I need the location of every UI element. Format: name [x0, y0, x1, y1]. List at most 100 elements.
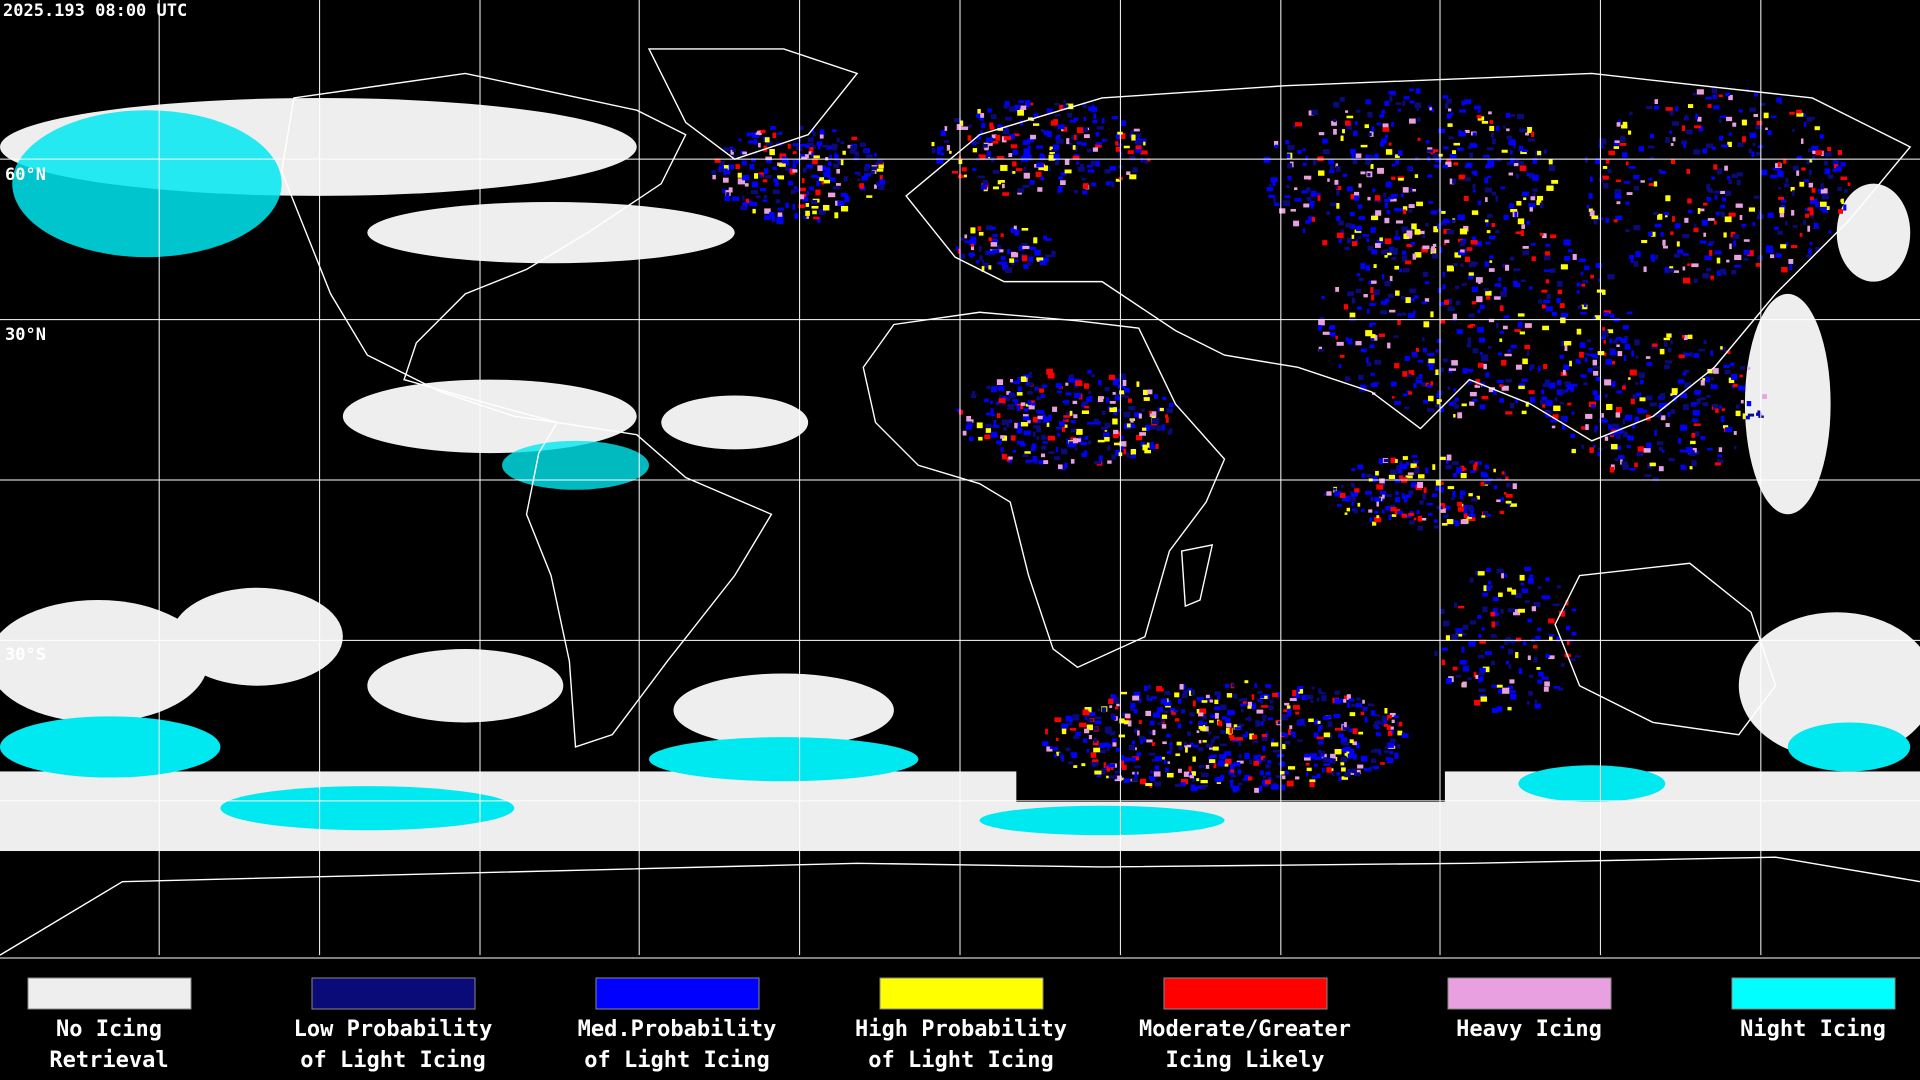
icing-pixel — [1329, 332, 1336, 337]
icing-pixel — [1126, 452, 1130, 458]
icing-pixel — [1055, 383, 1062, 389]
icing-pixel — [1492, 597, 1499, 602]
icing-pixel — [769, 211, 775, 217]
icing-pixel — [1278, 762, 1286, 766]
icing-pixel — [1775, 253, 1782, 258]
icing-pixel — [1289, 698, 1297, 702]
icing-pixel — [1163, 710, 1169, 714]
icing-pixel — [1020, 421, 1029, 427]
icing-pixel — [1321, 768, 1325, 773]
icing-pixel — [978, 154, 986, 160]
icing-pixel — [1356, 697, 1361, 701]
icing-pixel — [784, 166, 789, 171]
icing-pixel — [1018, 100, 1024, 104]
icing-pixel — [1062, 418, 1069, 423]
icing-pixel — [1476, 296, 1483, 303]
icing-pixel — [1196, 730, 1200, 733]
icing-pixel — [1483, 363, 1487, 370]
icing-pixel — [1262, 716, 1266, 722]
icing-pixel — [1622, 418, 1626, 425]
icing-pixel — [1452, 473, 1457, 478]
icing-pixel — [1484, 187, 1492, 193]
icing-pixel — [1237, 782, 1243, 786]
icing-pixel — [750, 190, 759, 195]
icing-pixel — [1221, 716, 1227, 720]
icing-pixel — [1687, 209, 1693, 214]
icing-pixel — [1495, 621, 1500, 627]
icing-pixel — [1351, 154, 1355, 159]
icing-pixel — [1198, 764, 1205, 769]
icing-pixel — [1517, 218, 1525, 225]
icing-pixel — [1512, 609, 1521, 616]
icing-pixel — [1116, 703, 1120, 707]
icing-pixel — [1323, 732, 1331, 738]
icing-pixel — [1602, 166, 1608, 169]
icing-pixel — [1718, 135, 1724, 141]
icing-pixel — [1455, 285, 1460, 290]
icing-pixel — [1272, 692, 1279, 698]
icing-pixel — [1031, 446, 1036, 452]
icing-pixel — [1668, 457, 1675, 462]
icing-pixel — [1657, 213, 1663, 220]
icing-pixel — [1806, 116, 1813, 122]
icing-pixel — [816, 175, 820, 179]
icing-pixel — [1101, 138, 1105, 142]
icing-pixel — [1622, 431, 1628, 438]
icing-pixel — [1012, 449, 1017, 453]
icing-pixel — [987, 108, 992, 113]
icing-pixel — [1346, 186, 1353, 192]
icing-pixel — [1136, 133, 1142, 138]
icing-pixel — [724, 195, 731, 202]
icing-pixel — [1009, 258, 1015, 263]
icing-pixel — [1217, 720, 1223, 727]
icing-pixel — [1239, 698, 1246, 702]
icing-pixel — [1082, 738, 1088, 743]
icing-pixel — [1576, 290, 1580, 294]
icing-pixel — [1100, 768, 1106, 775]
icing-pixel — [1279, 208, 1286, 214]
icing-pixel — [1305, 156, 1309, 161]
icing-pixel — [1693, 423, 1701, 427]
icing-pixel — [1120, 435, 1124, 440]
icing-pixel — [1454, 520, 1459, 527]
icing-pixel — [1488, 162, 1494, 168]
icing-pixel — [1624, 344, 1631, 350]
icing-pixel — [1070, 419, 1076, 424]
icing-pixel — [1233, 693, 1238, 699]
icing-pixel — [998, 385, 1005, 392]
icing-pixel — [1367, 245, 1374, 251]
icing-pixel — [1115, 747, 1120, 752]
icing-pixel — [1027, 138, 1034, 143]
icing-pixel — [1146, 697, 1153, 702]
icing-pixel — [816, 180, 820, 187]
icing-pixel — [1272, 181, 1276, 187]
icing-pixel — [1073, 414, 1078, 419]
icing-pixel — [1528, 578, 1534, 584]
icing-pixel — [1124, 720, 1129, 725]
icing-pixel — [1133, 691, 1141, 698]
icing-pixel — [1430, 210, 1437, 215]
icing-pixel — [1413, 295, 1419, 299]
icing-pixel — [1022, 414, 1029, 418]
icing-pixel — [840, 141, 845, 145]
icing-pixel — [806, 191, 809, 196]
icing-pixel — [1557, 289, 1563, 295]
icing-pixel — [1408, 391, 1412, 395]
icing-pixel — [1711, 403, 1719, 407]
icing-pixel — [1000, 435, 1005, 439]
icing-pixel — [1275, 775, 1282, 778]
icing-pixel — [1480, 696, 1488, 702]
icing-pixel — [1501, 572, 1504, 579]
icing-pixel — [1004, 101, 1010, 107]
icing-pixel — [1813, 222, 1819, 228]
icing-pixel — [1209, 754, 1217, 758]
icing-pixel — [799, 143, 806, 147]
icing-pixel — [1778, 196, 1785, 200]
icing-pixel — [1154, 756, 1163, 762]
coastline — [282, 73, 686, 422]
icing-pixel — [1131, 134, 1136, 141]
icing-pixel — [792, 159, 796, 166]
icing-pixel — [1576, 328, 1582, 335]
icing-pixel — [1000, 233, 1004, 237]
icing-pixel — [1043, 165, 1048, 171]
